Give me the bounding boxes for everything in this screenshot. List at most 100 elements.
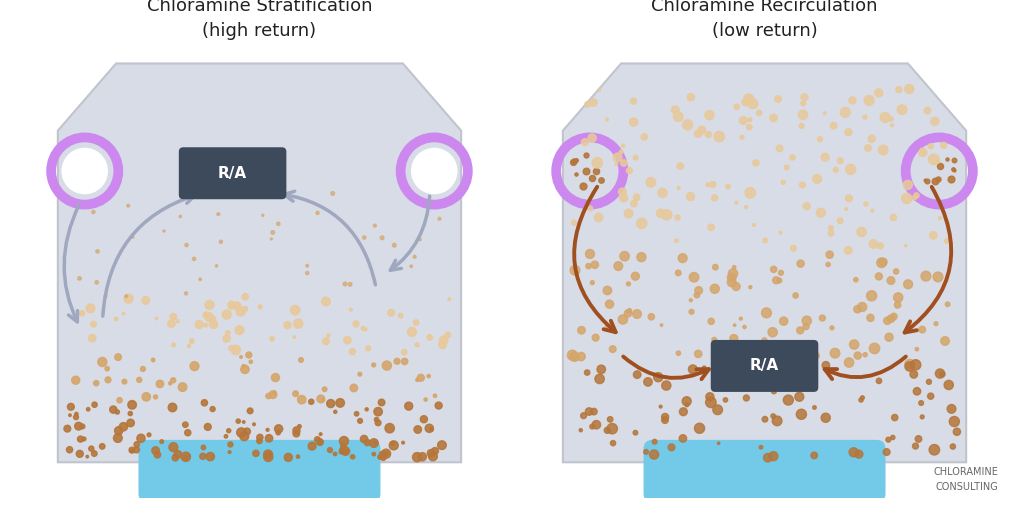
Point — [670, 214, 686, 222]
Point — [579, 369, 595, 377]
Point — [833, 157, 849, 165]
Point — [370, 408, 386, 416]
Point — [383, 309, 399, 317]
Point — [629, 193, 645, 201]
Point — [248, 449, 264, 457]
Point — [336, 437, 352, 445]
Point — [643, 313, 659, 321]
Point — [124, 447, 140, 455]
Point — [728, 283, 744, 291]
Point — [900, 181, 916, 189]
Point — [366, 361, 382, 369]
Point — [575, 412, 592, 420]
Point — [816, 109, 833, 117]
Point — [914, 148, 931, 157]
Point — [671, 184, 687, 192]
Point — [629, 371, 645, 379]
Point — [584, 134, 600, 142]
Point — [322, 446, 338, 454]
Point — [116, 377, 132, 386]
Point — [753, 443, 769, 452]
Point — [765, 412, 781, 420]
Point — [817, 153, 834, 161]
Point — [854, 303, 870, 311]
Point — [82, 304, 98, 312]
Point — [883, 115, 899, 123]
Point — [586, 408, 602, 416]
Point — [853, 228, 869, 236]
Point — [616, 252, 633, 260]
Point — [818, 361, 835, 369]
Point — [622, 166, 638, 175]
Point — [223, 301, 240, 309]
Point — [116, 422, 132, 431]
Point — [291, 422, 307, 431]
Point — [765, 328, 781, 336]
Point — [683, 308, 699, 316]
Point — [62, 403, 79, 411]
Point — [821, 250, 838, 259]
Point — [775, 178, 792, 186]
Point — [905, 370, 922, 378]
Point — [128, 445, 144, 454]
Point — [894, 105, 910, 114]
Point — [174, 383, 190, 391]
Point — [914, 146, 931, 154]
Point — [690, 286, 707, 294]
Point — [61, 445, 78, 454]
Point — [740, 95, 757, 103]
Point — [728, 103, 744, 111]
Point — [880, 436, 896, 444]
Point — [210, 210, 226, 218]
Point — [823, 324, 840, 332]
Point — [741, 123, 758, 131]
Point — [237, 432, 253, 440]
Point — [798, 323, 814, 331]
Point — [580, 100, 596, 109]
Point — [621, 280, 637, 288]
Point — [589, 159, 605, 167]
Point — [223, 303, 240, 311]
Point — [348, 410, 365, 418]
Point — [706, 336, 722, 344]
Point — [359, 438, 376, 446]
Point — [400, 402, 417, 410]
Point — [317, 337, 334, 346]
Point — [332, 399, 348, 407]
Point — [872, 242, 889, 250]
Point — [862, 314, 879, 322]
Point — [923, 392, 939, 400]
Point — [145, 356, 162, 364]
Point — [237, 292, 253, 301]
Point — [841, 358, 857, 367]
Point — [357, 325, 374, 333]
Point — [844, 96, 860, 104]
Title: Chloramine Recirculation
(low return): Chloramine Recirculation (low return) — [651, 0, 878, 40]
Point — [936, 141, 952, 150]
Point — [906, 194, 923, 202]
Point — [725, 270, 741, 278]
Point — [891, 86, 907, 94]
Point — [89, 247, 105, 255]
Point — [735, 116, 752, 124]
Point — [702, 223, 719, 231]
Point — [751, 109, 767, 117]
Point — [237, 365, 253, 373]
Point — [812, 135, 828, 143]
Point — [670, 269, 686, 277]
Point — [792, 393, 808, 401]
Point — [264, 335, 281, 343]
Point — [367, 439, 383, 447]
Point — [592, 375, 608, 383]
Point — [410, 425, 426, 434]
Point — [766, 387, 782, 395]
Point — [581, 408, 597, 416]
Point — [740, 376, 757, 385]
Point — [261, 434, 278, 442]
Point — [921, 378, 937, 386]
Point — [294, 396, 310, 404]
Point — [746, 382, 763, 390]
Point — [886, 312, 902, 321]
Point — [890, 301, 906, 309]
Point — [195, 452, 211, 460]
